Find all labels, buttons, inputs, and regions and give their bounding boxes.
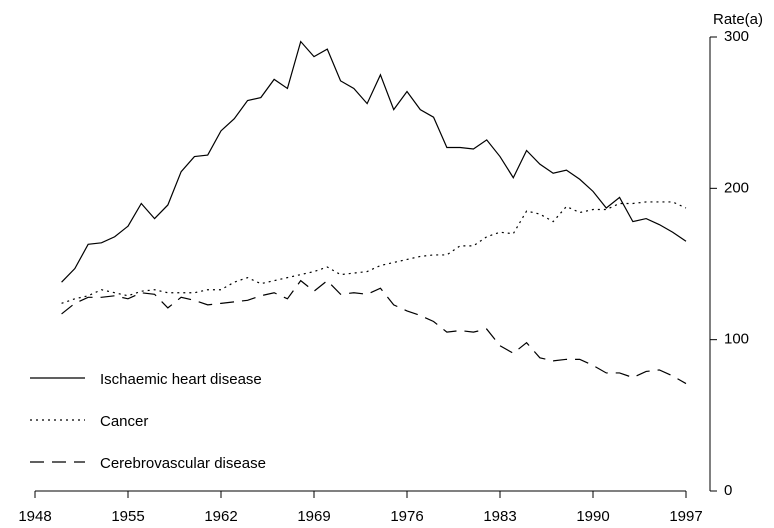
x-tick-label: 1948 xyxy=(18,508,51,525)
y-tick-label: 200 xyxy=(724,179,749,196)
x-tick-label: 1955 xyxy=(111,508,144,525)
legend-label: Cancer xyxy=(100,413,148,430)
x-tick-label: 1976 xyxy=(390,508,423,525)
x-tick-label: 1983 xyxy=(483,508,516,525)
x-tick-label: 1990 xyxy=(576,508,609,525)
series-line xyxy=(61,40,687,283)
legend-label: Cerebrovascular disease xyxy=(100,455,266,472)
x-tick-label: 1969 xyxy=(297,508,330,525)
y-tick-label: 100 xyxy=(724,331,749,348)
y-tick-label: 300 xyxy=(724,28,749,45)
y-tick-label: 0 xyxy=(724,482,732,499)
series-line xyxy=(61,279,687,385)
x-tick-label: 1997 xyxy=(669,508,702,525)
legend-label: Ischaemic heart disease xyxy=(100,371,262,388)
y-axis-label: Rate(a) xyxy=(713,11,763,28)
x-tick-label: 1962 xyxy=(204,508,237,525)
series-line xyxy=(61,201,687,304)
